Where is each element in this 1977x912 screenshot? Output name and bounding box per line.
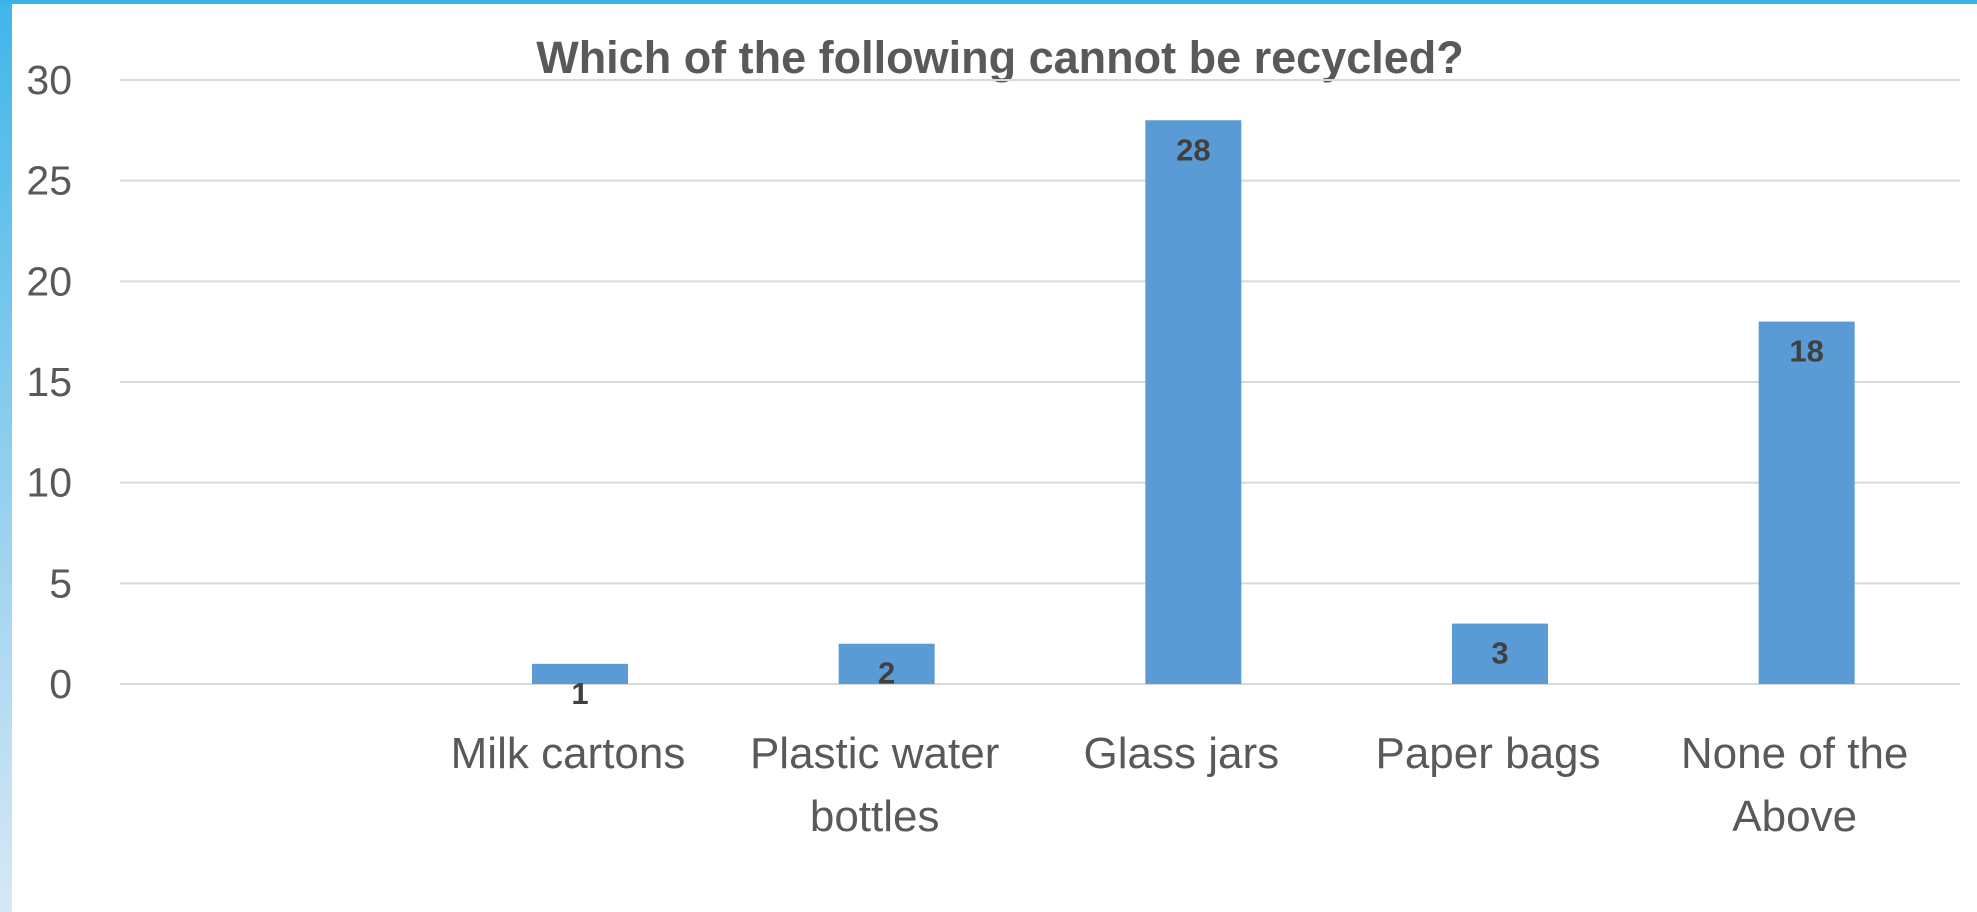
y-axis-ticks: 0 5 10 15 20 25 30 bbox=[26, 57, 72, 707]
chart-title: Which of the following cannot be recycle… bbox=[536, 32, 1464, 83]
x-category-label: bottles bbox=[810, 792, 940, 841]
data-label: 18 bbox=[1789, 334, 1823, 369]
bar bbox=[1758, 321, 1855, 684]
bar bbox=[838, 643, 935, 684]
y-tick-label: 10 bbox=[26, 460, 72, 506]
bar bbox=[1145, 120, 1242, 685]
y-tick-label: 15 bbox=[26, 359, 72, 405]
x-category-label: Milk cartons bbox=[451, 729, 686, 778]
x-category-label: None of the bbox=[1681, 729, 1909, 778]
y-tick-label: 25 bbox=[26, 158, 72, 204]
gridlines bbox=[120, 79, 1960, 685]
top-accent-band bbox=[0, 0, 1977, 4]
bar bbox=[1452, 623, 1548, 684]
data-labels: 1 2 28 3 18 bbox=[571, 132, 1824, 711]
data-label: 1 bbox=[571, 676, 588, 711]
data-label: 2 bbox=[878, 656, 895, 691]
data-label: 28 bbox=[1176, 132, 1210, 167]
bar bbox=[532, 663, 628, 684]
x-axis-categories: Milk cartons Plastic water bottles Glass ja… bbox=[451, 729, 1909, 841]
y-tick-label: 5 bbox=[49, 560, 72, 606]
bars bbox=[532, 120, 1855, 685]
left-accent-band bbox=[0, 0, 12, 912]
x-category-label: Paper bags bbox=[1375, 729, 1600, 778]
data-label: 3 bbox=[1491, 636, 1508, 671]
x-category-label: Plastic water bbox=[750, 729, 999, 778]
y-tick-label: 20 bbox=[26, 258, 72, 304]
x-category-label: Glass jars bbox=[1084, 729, 1280, 778]
y-tick-label: 30 bbox=[26, 57, 72, 103]
y-tick-label: 0 bbox=[49, 661, 72, 707]
x-category-label: Above bbox=[1732, 792, 1857, 841]
